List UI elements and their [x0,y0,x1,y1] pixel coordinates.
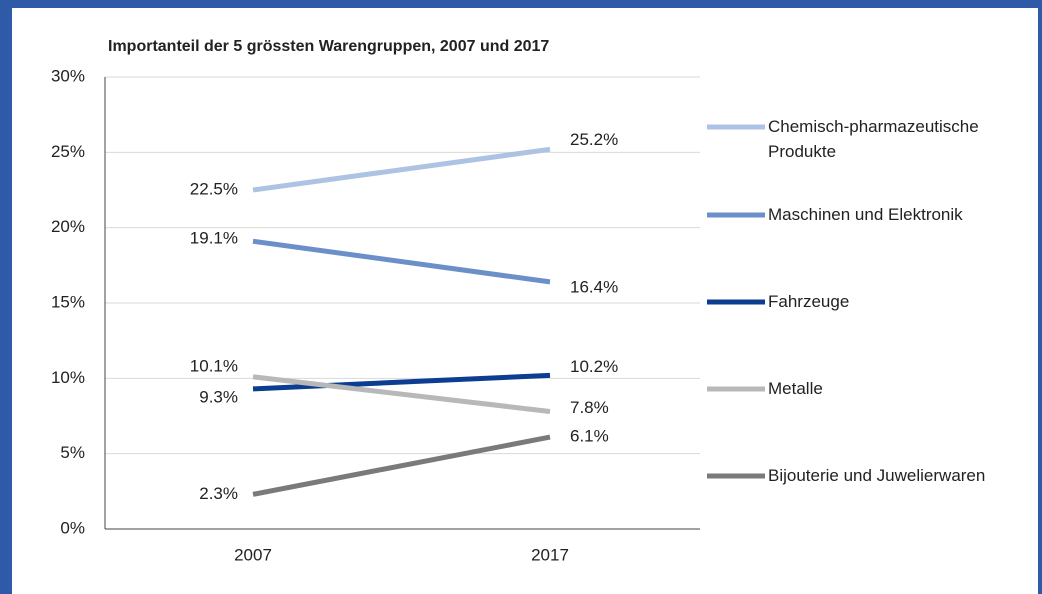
panel [12,8,1038,594]
y-tick-label: 20% [51,217,85,236]
value-label: 25.2% [570,130,618,149]
series-line [252,372,551,392]
value-label: 22.5% [190,179,238,198]
value-label: 16.4% [570,277,618,296]
y-tick-label: 25% [51,142,85,161]
y-tick-label: 30% [51,66,85,85]
legend-label: Chemisch-pharmazeutische Produkte [768,117,979,161]
legend-label: Fahrzeuge [768,292,850,311]
chart-title: Importanteil der 5 grössten Warengruppen… [108,38,549,55]
y-tick-label: 15% [51,292,85,311]
series-line [252,146,551,193]
x-tick-label: 2007 [234,545,272,564]
legend-label: Bijouterie und Juwelierwaren [768,466,986,485]
y-tick-label: 5% [60,443,85,462]
value-label: 9.3% [199,387,238,406]
legend-label: Maschinen und Elektronik [768,205,963,224]
y-tick-label: 10% [51,368,85,387]
x-tick-label: 2017 [531,545,569,564]
value-label: 7.8% [570,398,609,417]
value-label: 10.1% [190,356,238,375]
y-tick-label: 0% [60,518,85,537]
series-line [252,238,551,285]
value-label: 6.1% [570,427,609,446]
series-line [252,434,551,497]
value-label: 2.3% [199,484,238,503]
value-label: 19.1% [190,229,238,248]
value-label: 10.2% [570,357,618,376]
legend-label: Metalle [768,379,823,398]
series-line [252,374,551,414]
